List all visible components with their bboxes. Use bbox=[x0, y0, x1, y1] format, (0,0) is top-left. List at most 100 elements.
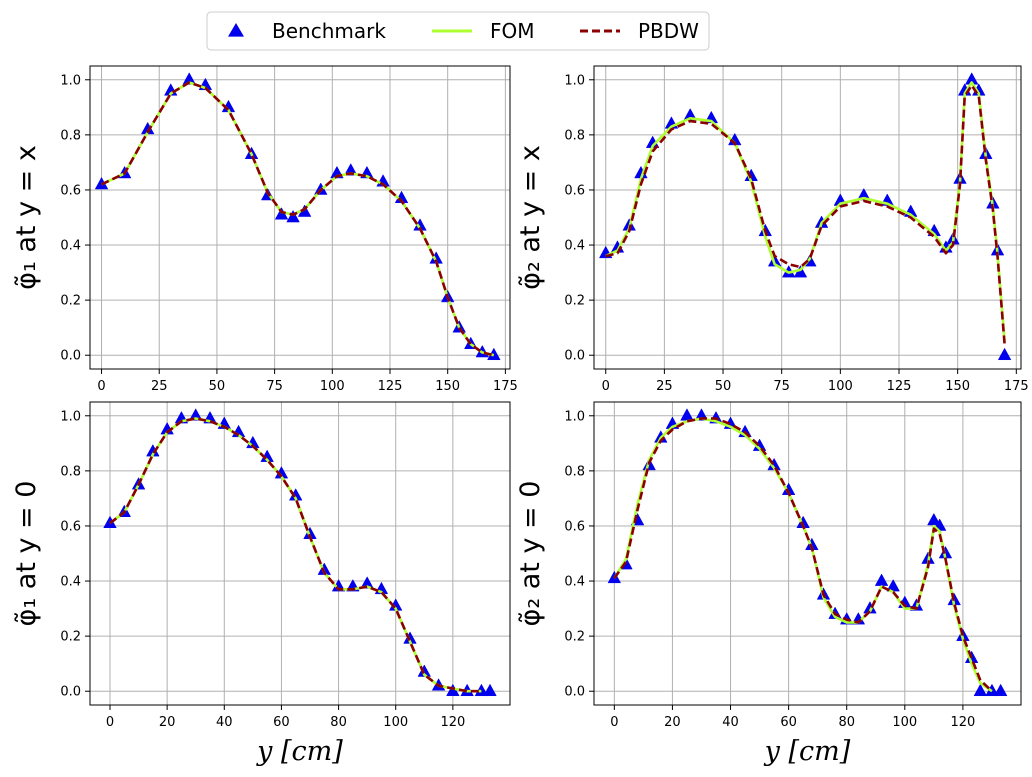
series-fom-line bbox=[605, 81, 1006, 342]
benchmark-point bbox=[997, 347, 1012, 361]
y-tick-label: 0.8 bbox=[564, 464, 585, 479]
y-tick-label: 0.0 bbox=[60, 685, 81, 700]
x-tick-label: 100 bbox=[320, 379, 345, 394]
benchmark-point bbox=[182, 72, 196, 85]
plot-area bbox=[103, 408, 497, 697]
x-tick-label: 60 bbox=[273, 715, 290, 730]
x-tick-label: 100 bbox=[828, 379, 853, 394]
y-tick-label: 0.0 bbox=[60, 349, 81, 364]
y-tick-label: 0.2 bbox=[60, 630, 81, 645]
axes-frame bbox=[89, 65, 511, 370]
benchmark-point bbox=[993, 683, 1008, 697]
legend-label: FOM bbox=[490, 19, 535, 43]
plot-area bbox=[599, 72, 1012, 361]
y-tick-label: 0.8 bbox=[564, 128, 585, 143]
axes-frame bbox=[89, 401, 511, 706]
x-tick-label: 120 bbox=[440, 715, 465, 730]
chart-panel-2: 0 25 50 75 100 125 150 175 0.0 0.2 0.4 0.6 0.8 1.0 φ̃₂… bbox=[515, 65, 1029, 394]
benchmark-point bbox=[360, 576, 374, 589]
y-tick-label: 0.6 bbox=[60, 519, 81, 534]
x-tick-label: 25 bbox=[151, 379, 168, 394]
chart-panel-4: 0 20 40 60 80 100 120 0.0 0.2 0.4 0.6 0.8 1.0 φ̃₂ at … bbox=[515, 401, 1022, 767]
y-tick-label: 0.4 bbox=[564, 239, 585, 254]
y-tick-label: 0.8 bbox=[60, 464, 81, 479]
legend-marker bbox=[228, 23, 244, 37]
x-axis-label: y [cm] bbox=[764, 736, 851, 767]
x-tick-label: 150 bbox=[945, 379, 970, 394]
series-benchmark bbox=[103, 408, 497, 697]
benchmark-point bbox=[188, 408, 203, 421]
series-benchmark bbox=[599, 72, 1012, 361]
x-tick-label: 25 bbox=[656, 379, 673, 394]
x-tick-label: 75 bbox=[773, 379, 790, 394]
x-tick-label: 125 bbox=[887, 379, 912, 394]
x-tick-label: 60 bbox=[780, 715, 797, 730]
x-tick-label: 50 bbox=[209, 379, 226, 394]
x-tick-label: 175 bbox=[1004, 379, 1029, 394]
series-pbdw-line bbox=[109, 417, 482, 693]
plot-area bbox=[94, 72, 501, 361]
x-tick-label: 175 bbox=[493, 379, 518, 394]
y-tick-label: 0.4 bbox=[60, 575, 81, 590]
axes-frame bbox=[593, 65, 1022, 370]
y-tick-label: 0.0 bbox=[564, 685, 585, 700]
y-axis-label: φ̃₁ at y = 0 bbox=[11, 481, 42, 627]
y-axis-label: φ̃₂ at y = 0 bbox=[515, 481, 546, 627]
benchmark-point bbox=[973, 683, 988, 697]
y-tick-label: 1.0 bbox=[60, 409, 81, 424]
benchmark-point bbox=[417, 664, 432, 677]
y-tick-label: 1.0 bbox=[564, 409, 585, 424]
legend-label: Benchmark bbox=[272, 19, 386, 43]
y-tick-label: 0.8 bbox=[60, 128, 81, 143]
y-tick-label: 0.6 bbox=[60, 183, 81, 198]
benchmark-point bbox=[483, 683, 497, 697]
chart-panels: 0 25 50 75 100 125 150 175 0.0 0.2 0.4 0.6 0.8 1.0 φ̃₁… bbox=[11, 65, 1029, 767]
x-tick-label: 100 bbox=[892, 715, 917, 730]
benchmark-point bbox=[874, 573, 889, 586]
series-pbdw-line bbox=[613, 417, 993, 693]
y-axis-label: φ̃₂ at y = x bbox=[515, 145, 546, 290]
benchmark-point bbox=[680, 408, 694, 421]
series-benchmark bbox=[607, 408, 1008, 697]
y-tick-label: 0.4 bbox=[564, 575, 585, 590]
x-tick-label: 50 bbox=[715, 379, 732, 394]
chart-panel-3: 0 20 40 60 80 100 120 0.0 0.2 0.4 0.6 0.8 1.0 φ̃₁ at … bbox=[11, 401, 511, 767]
x-tick-label: 75 bbox=[266, 379, 283, 394]
y-tick-label: 0.2 bbox=[564, 630, 585, 645]
x-tick-label: 100 bbox=[383, 715, 408, 730]
x-tick-label: 40 bbox=[216, 715, 233, 730]
y-tick-label: 0.0 bbox=[564, 349, 585, 364]
legend-entry-pbdw: PBDW bbox=[580, 19, 699, 43]
legend-entry-benchmark: Benchmark bbox=[228, 19, 386, 43]
x-tick-label: 40 bbox=[722, 715, 739, 730]
series-pbdw-line bbox=[605, 84, 1006, 345]
plot-area bbox=[607, 408, 1008, 697]
x-axis-label: y [cm] bbox=[256, 736, 343, 767]
benchmark-point bbox=[344, 163, 358, 176]
y-tick-label: 1.0 bbox=[564, 73, 585, 88]
x-tick-label: 20 bbox=[159, 715, 176, 730]
series-pbdw-line bbox=[100, 81, 495, 357]
y-axis-label: φ̃₁ at y = x bbox=[11, 145, 42, 290]
chart-panel-1: 0 25 50 75 100 125 150 175 0.0 0.2 0.4 0.6 0.8 1.0 φ̃₁… bbox=[11, 65, 518, 394]
y-tick-label: 0.2 bbox=[564, 294, 585, 309]
x-tick-label: 0 bbox=[610, 715, 618, 730]
series-fom-line bbox=[613, 417, 993, 693]
x-tick-label: 80 bbox=[838, 715, 855, 730]
x-tick-label: 0 bbox=[97, 379, 105, 394]
x-tick-label: 80 bbox=[330, 715, 347, 730]
y-tick-label: 0.4 bbox=[60, 239, 81, 254]
legend: Benchmark FOM PBDW bbox=[206, 11, 710, 51]
x-tick-label: 120 bbox=[950, 715, 975, 730]
legend-entry-fom: FOM bbox=[432, 19, 535, 43]
y-tick-label: 1.0 bbox=[60, 73, 81, 88]
y-tick-label: 0.6 bbox=[564, 519, 585, 534]
axes-frame bbox=[593, 401, 1022, 706]
benchmark-point bbox=[286, 209, 300, 223]
x-tick-label: 0 bbox=[602, 379, 610, 394]
legend-label: PBDW bbox=[638, 19, 699, 43]
x-tick-label: 0 bbox=[106, 715, 114, 730]
y-tick-label: 0.6 bbox=[564, 183, 585, 198]
y-tick-label: 0.2 bbox=[60, 294, 81, 309]
